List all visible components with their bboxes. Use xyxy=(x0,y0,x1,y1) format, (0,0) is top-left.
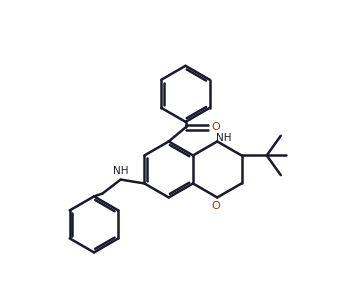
Text: O: O xyxy=(211,201,220,211)
Text: NH: NH xyxy=(113,166,128,176)
Text: O: O xyxy=(211,122,220,132)
Text: NH: NH xyxy=(216,133,232,143)
